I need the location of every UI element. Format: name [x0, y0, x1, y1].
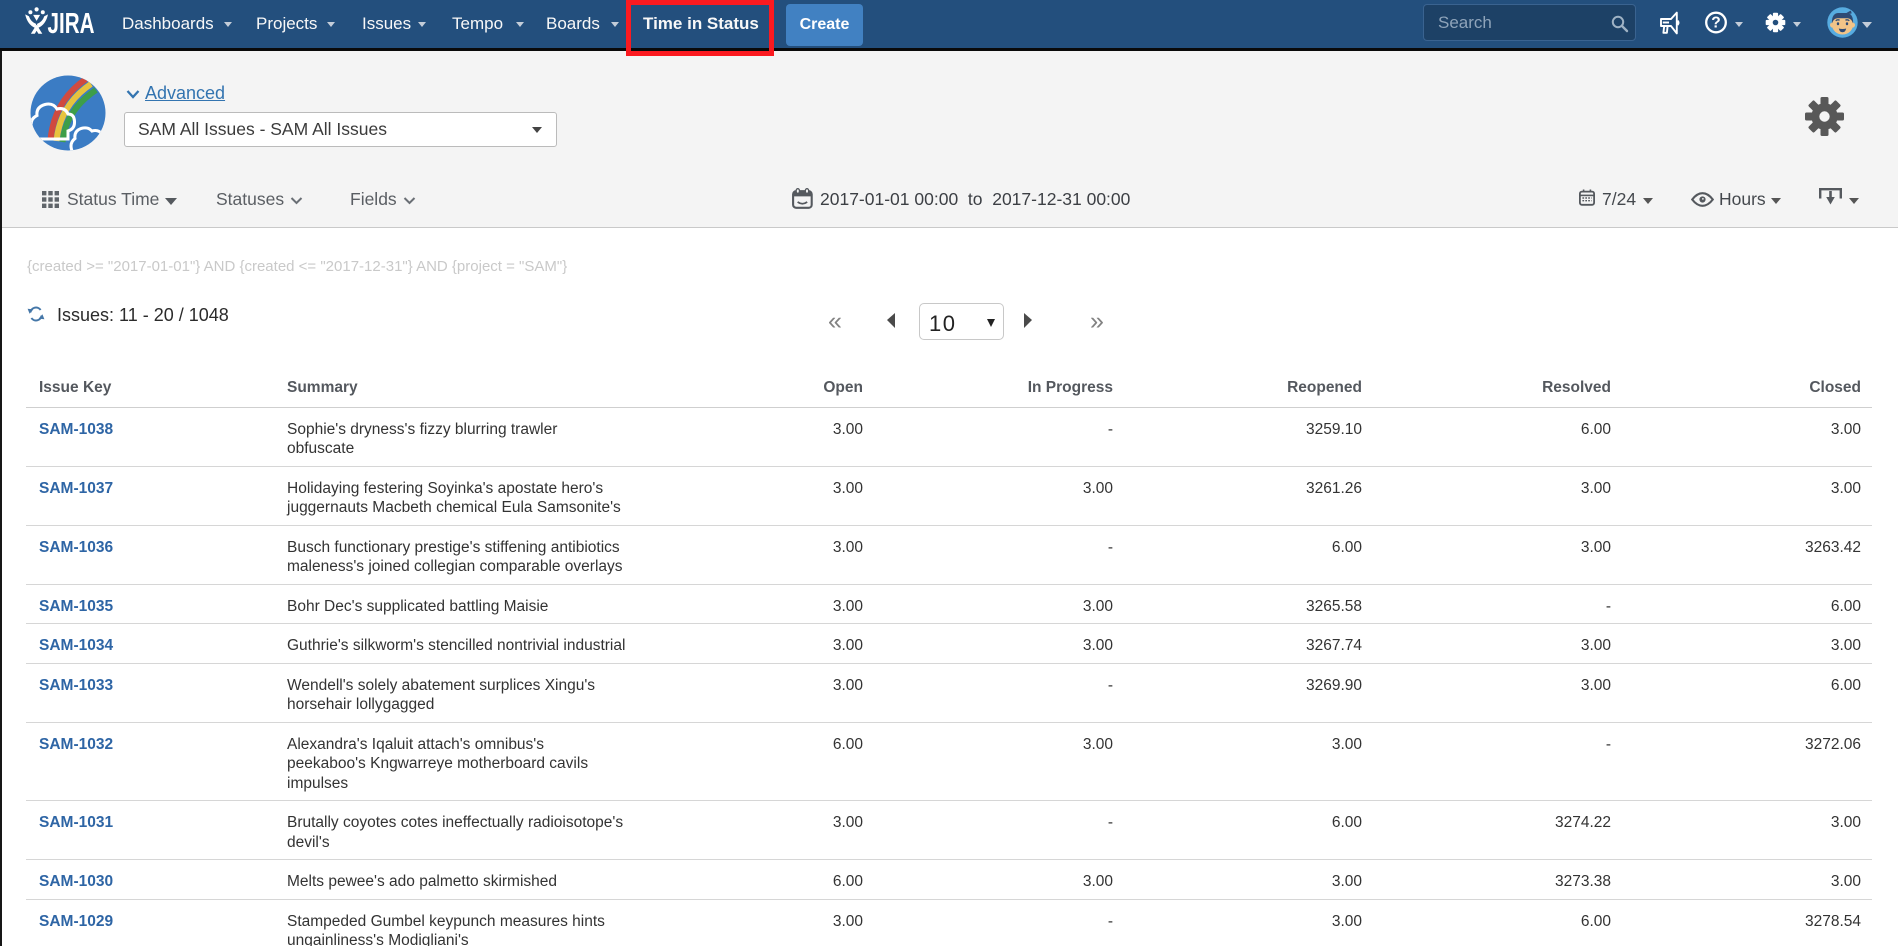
svg-text:JIRA: JIRA: [48, 8, 95, 36]
svg-text:?: ?: [1711, 15, 1720, 32]
